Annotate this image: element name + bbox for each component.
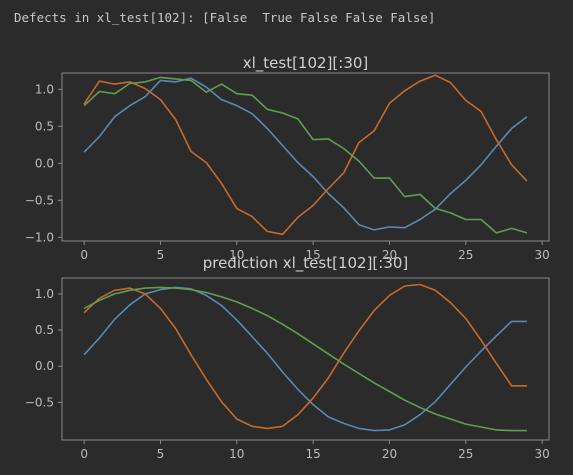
pred-y-tick-label: 0.0 [35,359,54,373]
top-x-tick-label: 5 [157,248,165,262]
pred-series-orange-line [83,283,527,430]
top-y-tick-label: −1.0 [25,230,54,244]
top-y-tick-label: 1.0 [35,82,54,96]
top-x-tick-label: 30 [534,248,549,262]
top-y-tick-label: −0.5 [25,193,54,207]
top-x-tick-label: 15 [305,248,320,262]
pred-y-tick-label: 1.0 [35,287,54,301]
pred-x-tick-label: 15 [305,447,320,461]
console-output-line: Defects in xl_test[102]: [False True Fal… [14,10,436,25]
pred-x-tick-label: 0 [80,447,88,461]
pred-x-tick-label: 25 [458,447,473,461]
top-axes-frame [61,72,550,242]
pred-x-tick-label: 10 [229,447,244,461]
pred-series-blue-line [83,286,527,432]
top-y-tick-label: 0.5 [35,119,54,133]
pred-y-tick-label: −0.5 [25,395,54,409]
pred-series-green-line [83,286,527,432]
prediction-chart: 0 5 10 15 20 25 30 1.0 0.5 0.0 −0.5 prediction xl_t… [25,254,550,461]
pred-x-tick-label: 20 [382,447,397,461]
pred-x-tick-label: 30 [534,447,549,461]
pred-chart-title: prediction xl_test[102][:30] [203,254,409,273]
pred-x-tick-label: 5 [157,447,165,461]
top-x-tick-label: 0 [80,248,88,262]
top-chart: 0 5 10 15 20 25 30 1.0 0.5 0.0 −0.5 −1.0 xl_test[102… [25,54,550,262]
pred-y-tick-label: 0.5 [35,323,54,337]
top-chart-title: xl_test[102][:30] [243,54,369,73]
top-x-tick-label: 25 [458,248,473,262]
top-x-tick-label: 20 [382,248,397,262]
top-series-orange-line [83,74,528,236]
top-series-blue-line [83,77,528,231]
pred-axes-frame [61,277,550,441]
top-y-tick-label: 0.0 [35,156,54,170]
top-x-tick-label: 10 [229,248,244,262]
top-series-green-line [83,76,528,234]
